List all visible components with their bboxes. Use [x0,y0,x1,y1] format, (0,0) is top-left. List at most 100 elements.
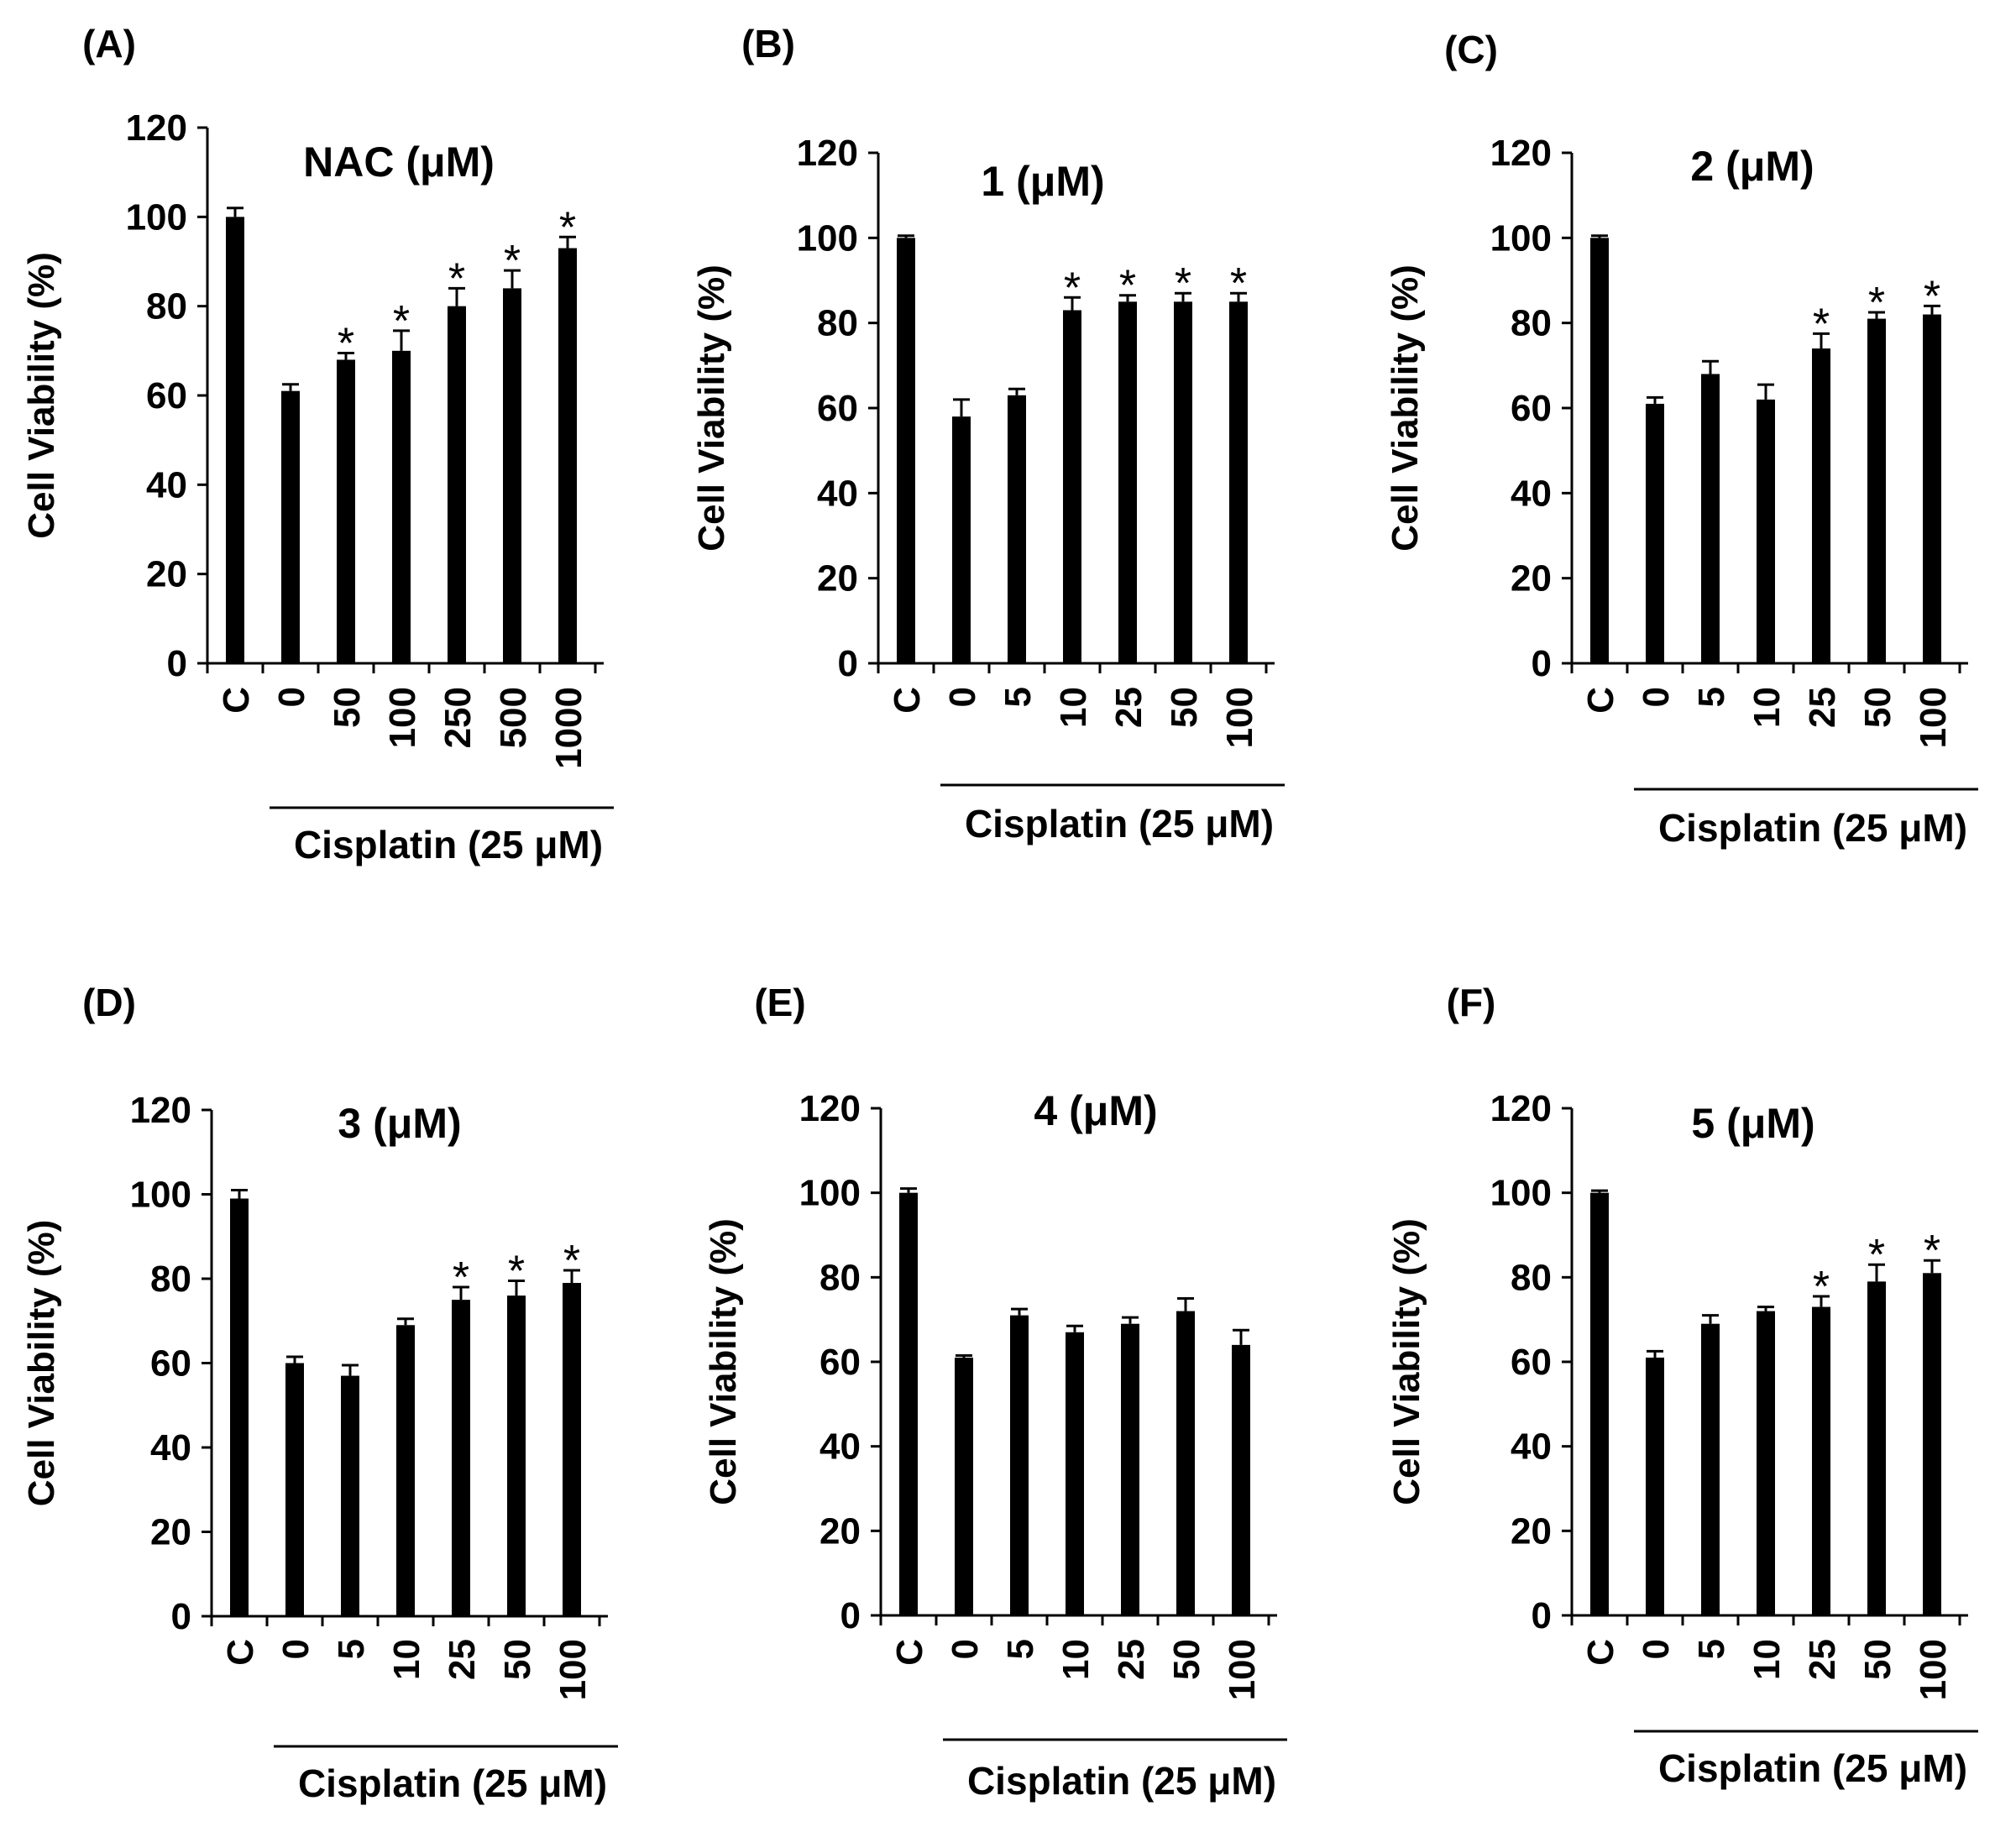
y-tick-label: 40 [1511,473,1552,514]
bar [1867,318,1886,663]
x-category-label: 250 [437,687,479,748]
x-category-label: 0 [945,1639,986,1659]
x-category-label: 50 [1166,1639,1207,1680]
y-tick-label: 120 [130,1090,191,1131]
x-category-label: C [887,687,928,714]
y-tick-label: 0 [1532,643,1552,684]
bar [448,306,466,663]
x-category-label: 25 [1802,687,1843,728]
panel-label: (D) [82,981,136,1024]
y-tick-label: 100 [1490,1173,1552,1214]
x-category-label: 5 [331,1639,372,1659]
x-category-label: 0 [271,687,312,707]
y-tick-label: 120 [126,107,187,149]
x-category-label: 25 [1108,687,1149,728]
bar [1757,399,1775,663]
significance-star: * [453,1254,469,1302]
x-axis-label: Cisplatin (25 μM) [294,823,603,866]
y-tick-label: 60 [146,375,187,416]
significance-star: * [1868,1231,1885,1280]
bar [285,1363,304,1616]
bar [507,1295,526,1616]
bar [1646,403,1664,663]
x-category-label: C [1580,1639,1621,1666]
y-tick-label: 120 [797,133,858,174]
bar [1590,238,1609,663]
x-category-label: C [220,1639,261,1666]
bar [1063,310,1081,663]
significance-star: * [1924,272,1940,321]
x-category-label: 100 [382,687,423,748]
y-tick-label: 20 [146,554,187,595]
y-tick-label: 120 [1490,1088,1552,1129]
y-tick-label: 60 [819,1342,861,1383]
bar [1174,301,1192,663]
panel-label: (A) [82,22,136,65]
bar [1066,1332,1084,1615]
x-category-label: 500 [493,687,534,748]
significance-star: * [1064,264,1081,312]
significance-star: * [559,203,576,252]
bar [1010,1315,1029,1615]
panel-label: (C) [1444,28,1498,71]
bar [281,390,300,663]
panel-label: (B) [741,22,795,65]
y-axis-label: Cell Viability (%) [21,252,62,539]
chart-title: 1 (μM) [981,158,1104,205]
y-tick-label: 80 [819,1257,861,1298]
y-tick-label: 80 [1511,303,1552,344]
bar [452,1300,470,1616]
y-tick-label: 20 [150,1512,191,1553]
bar [1812,1306,1830,1615]
y-tick-label: 40 [817,473,858,514]
x-axis-label: Cisplatin (25 μM) [298,1761,607,1805]
significance-star: * [448,254,465,303]
bar [558,248,577,663]
bar [1701,1323,1720,1615]
significance-star: * [1924,1227,1940,1275]
bar [1757,1311,1775,1615]
panel-label: (E) [754,981,805,1024]
chart-title: 2 (μM) [1690,143,1814,190]
bar [899,1192,918,1615]
x-category-label: 1000 [548,687,589,769]
bar [952,416,971,663]
y-tick-label: 0 [838,643,858,684]
x-category-label: 0 [1636,1639,1677,1659]
y-tick-label: 120 [1490,133,1552,174]
x-category-label: 5 [1691,687,1732,707]
x-category-label: 10 [1053,687,1094,728]
x-axis-label: Cisplatin (25 μM) [1658,1746,1967,1790]
y-axis-label: Cell Viability (%) [1386,1218,1427,1505]
y-tick-label: 0 [171,1596,191,1637]
y-tick-label: 80 [817,303,858,344]
y-axis-label: Cell Viability (%) [691,264,732,552]
y-tick-label: 120 [799,1088,861,1129]
x-category-label: 100 [1219,687,1260,748]
x-category-label: 50 [497,1639,538,1680]
significance-star: * [1813,300,1830,348]
y-tick-label: 40 [1511,1426,1552,1468]
y-axis-label: Cell Viability (%) [1385,264,1426,552]
significance-star: * [508,1248,525,1296]
x-category-label: 0 [1636,687,1677,707]
y-tick-label: 80 [146,286,187,327]
x-category-label: 0 [942,687,983,707]
bar [396,1325,415,1616]
y-tick-label: 40 [819,1426,861,1468]
bar [1812,348,1830,663]
x-category-label: C [216,687,257,714]
y-tick-label: 20 [1511,1510,1552,1552]
bar [955,1357,973,1615]
y-tick-label: 40 [150,1427,191,1468]
bar [1232,1344,1250,1615]
bar [1121,1323,1139,1615]
x-axis-label: Cisplatin (25 μM) [965,802,1274,845]
y-tick-label: 0 [1532,1595,1552,1636]
y-tick-label: 100 [130,1175,191,1216]
y-tick-label: 0 [167,643,187,684]
chart-panel-a: (A) NAC (μM) 0 20 40 60 80 100 120 Cell Viability… [21,22,614,866]
x-category-label: 5 [998,687,1039,707]
x-category-label: 100 [1913,1639,1954,1700]
